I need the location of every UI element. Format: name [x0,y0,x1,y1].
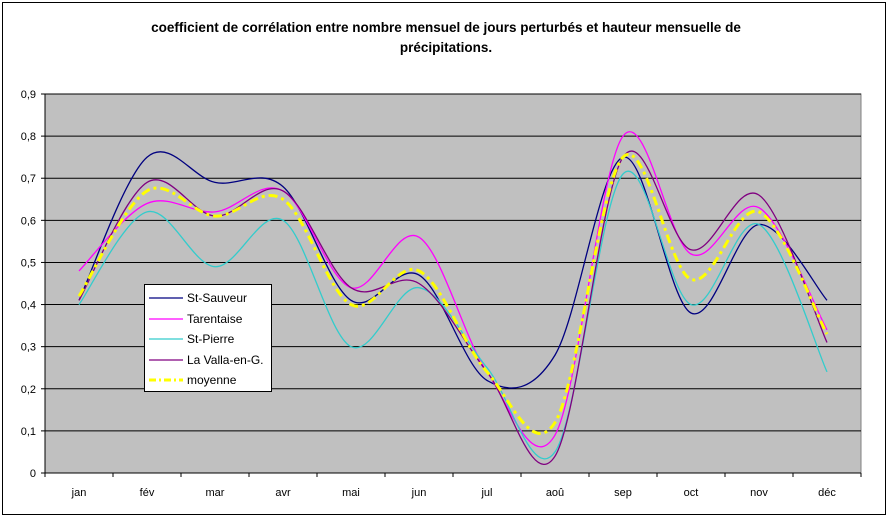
plot-area [44,93,862,474]
legend-label: Tarentaise [187,311,243,326]
y-tick-label: 0,5 [21,257,36,269]
legend-label: moyenne [187,373,237,387]
x-tick-label: mar [206,487,225,499]
y-tick-label: 0,3 [21,342,36,354]
x-tick-label: aoû [546,487,564,499]
legend-swatch [149,317,183,320]
x-tick-label: déc [818,487,836,499]
y-tick-label: 0,8 [21,131,36,143]
legend-swatch [149,297,183,299]
legend: St-Sauveur Tarentaise St-Pierre La Valla-en… [144,284,272,392]
legend-item-la-valla-en-g: La Valla-en-G. [145,350,271,370]
legend-item-st-sauveur: St-Sauveur [145,288,271,308]
y-tick-label: 0,4 [21,300,36,312]
x-tick-label: oct [684,487,699,499]
series-line-moyenne [77,152,829,435]
y-tick-label: 0,6 [21,215,36,227]
y-tick-label: 0,2 [21,384,36,396]
y-tick-label: 0,1 [21,426,36,438]
legend-label: La Valla-en-G. [187,352,264,367]
chart-title-line-2: précipitations. [399,40,493,55]
y-tick-label: 0,7 [21,173,36,185]
chart-title-line-1: coefficient de corrélation entre nombre … [151,20,741,35]
y-tick-labels: 0 0,1 0,2 0,3 0,4 0,5 0,6 0,7 0,8 0,9 [21,89,36,480]
axes [41,93,862,477]
x-tick-label: jul [480,487,492,499]
series-line-st-pierre [78,170,828,460]
x-tick-labels: jan fév mar avr mai jun jul aoû sep oct nov déc [71,487,837,499]
legend-swatch [149,378,183,382]
legend-item-st-pierre: St-Pierre [145,329,271,349]
y-tick-label: 0 [30,468,36,480]
legend-swatch [149,358,183,361]
series-line-st-sauveur [78,151,828,389]
legend-label: St-Pierre [187,332,235,346]
x-tick-label: sep [614,487,632,499]
x-tick-label: jun [411,487,427,499]
legend-item-tarentaise: Tarentaise [145,309,271,329]
legend-label: St-Sauveur [187,291,248,305]
x-tick-label: fév [140,487,155,499]
y-tick-label: 0,9 [21,89,36,101]
x-tick-label: mai [342,487,360,499]
chart-title: coefficient de corrélation entre nombre … [0,18,892,58]
legend-item-moyenne: moyenne [145,370,271,390]
legend-swatch [149,338,183,340]
series-lines [77,131,829,465]
x-tick-label: avr [275,487,291,499]
x-tick-label: jan [71,487,87,499]
x-tick-label: nov [750,487,768,499]
